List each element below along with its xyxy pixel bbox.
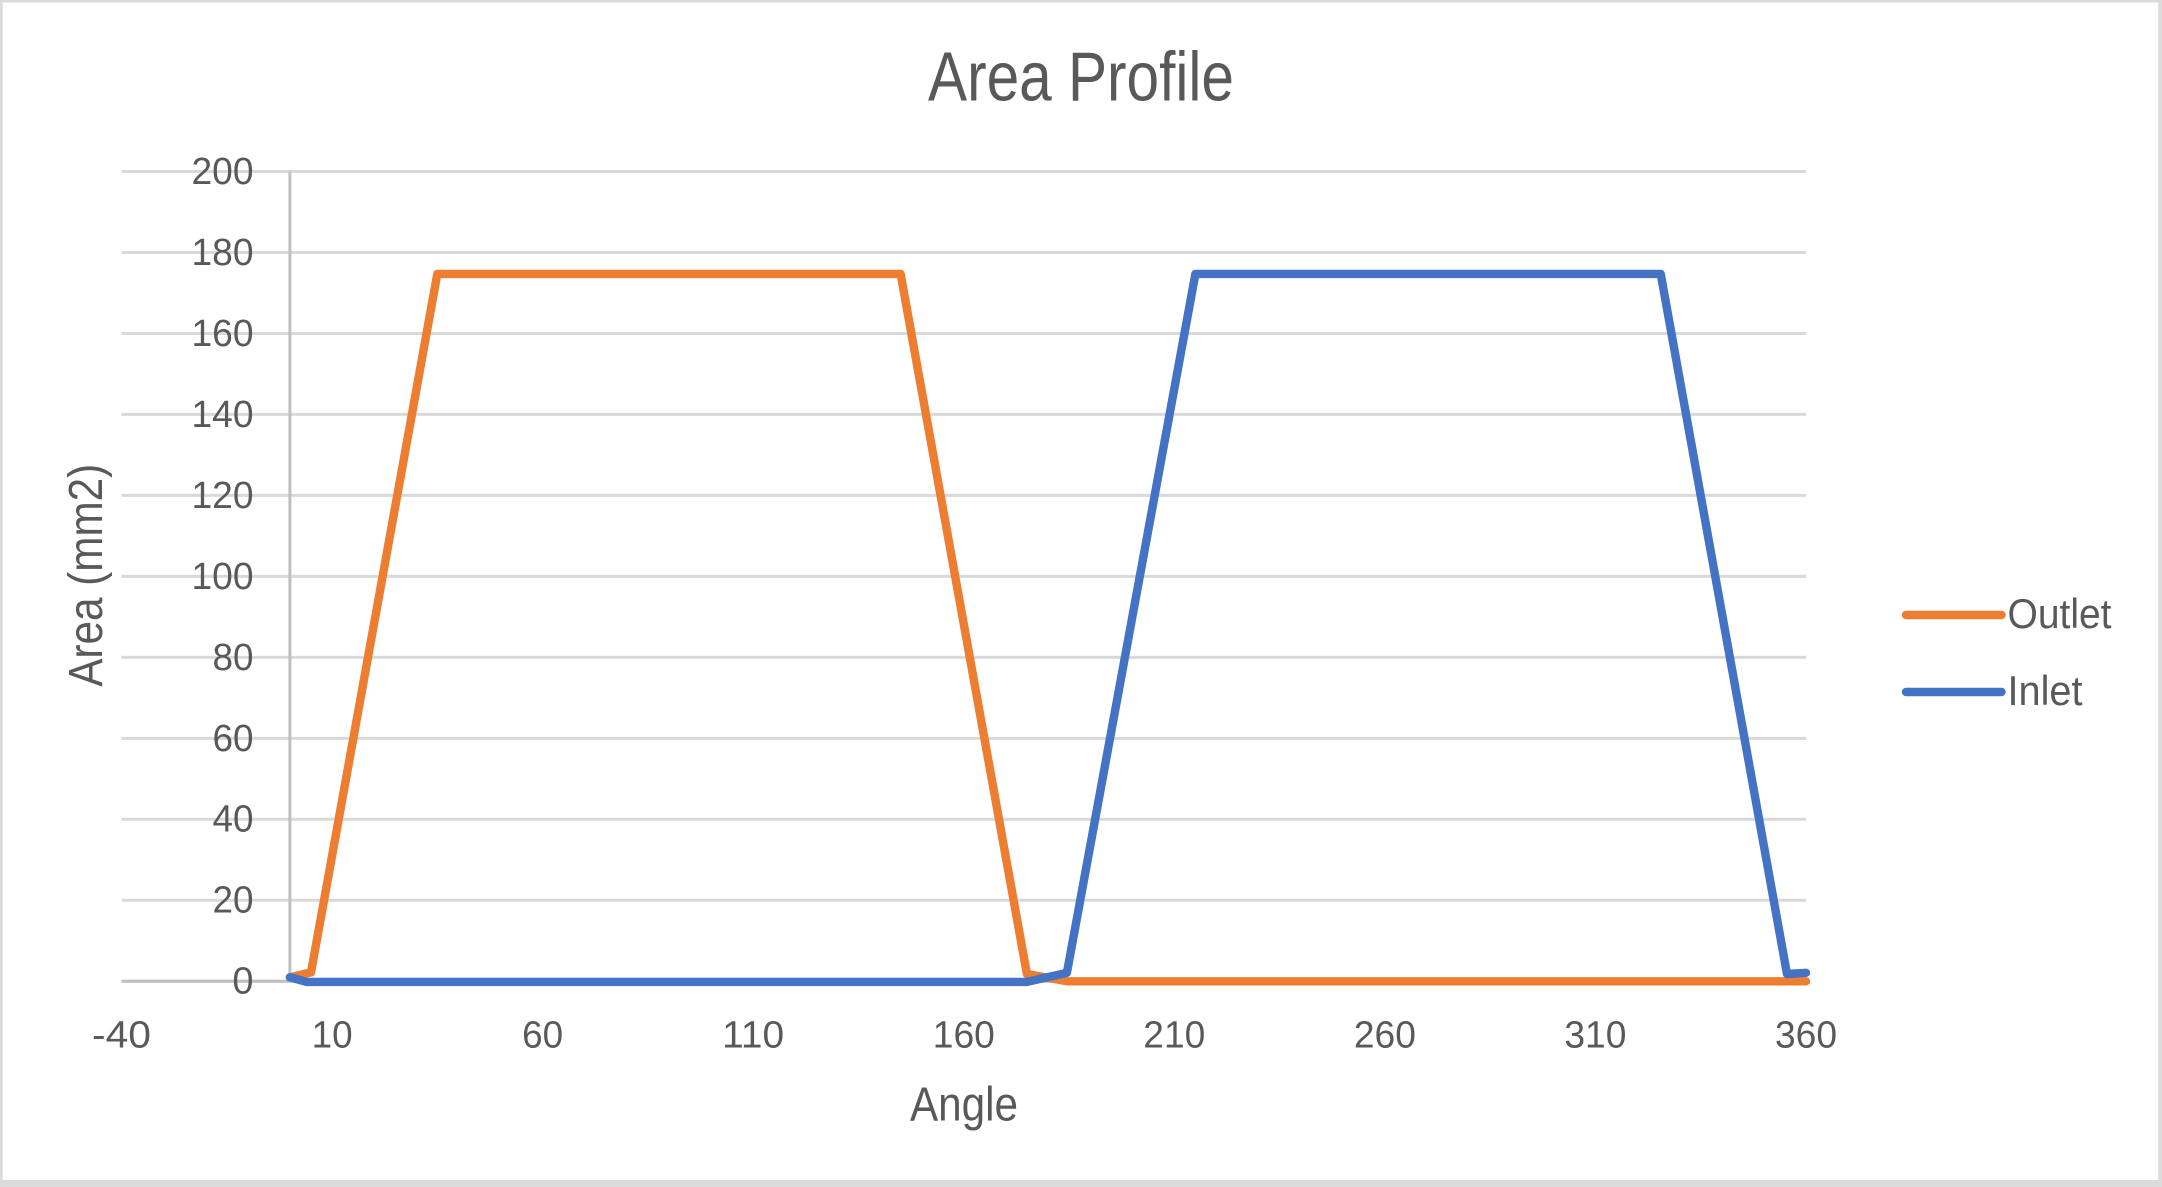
svg-text:Inlet: Inlet [2008, 667, 2083, 714]
svg-text:Area (mm2): Area (mm2) [60, 464, 113, 687]
svg-text:Area Profile: Area Profile [928, 38, 1234, 116]
svg-text:120: 120 [192, 475, 254, 517]
svg-text:140: 140 [192, 394, 254, 436]
svg-text:160: 160 [192, 313, 254, 355]
svg-text:Angle: Angle [910, 1079, 1018, 1132]
svg-text:Outlet: Outlet [2008, 590, 2112, 637]
svg-text:60: 60 [522, 1015, 563, 1057]
svg-text:-40: -40 [92, 1015, 151, 1057]
svg-text:260: 260 [1354, 1015, 1416, 1057]
svg-text:60: 60 [213, 718, 254, 760]
svg-text:180: 180 [192, 232, 254, 274]
svg-text:360: 360 [1775, 1015, 1837, 1057]
svg-text:110: 110 [722, 1015, 784, 1057]
svg-text:200: 200 [192, 151, 254, 193]
svg-text:40: 40 [213, 799, 254, 841]
svg-text:10: 10 [312, 1015, 353, 1057]
svg-text:20: 20 [213, 880, 254, 922]
svg-text:310: 310 [1564, 1015, 1626, 1057]
svg-text:210: 210 [1143, 1015, 1205, 1057]
svg-text:100: 100 [192, 556, 254, 598]
svg-text:80: 80 [213, 637, 254, 679]
svg-text:160: 160 [933, 1015, 995, 1057]
svg-text:0: 0 [232, 961, 253, 1003]
